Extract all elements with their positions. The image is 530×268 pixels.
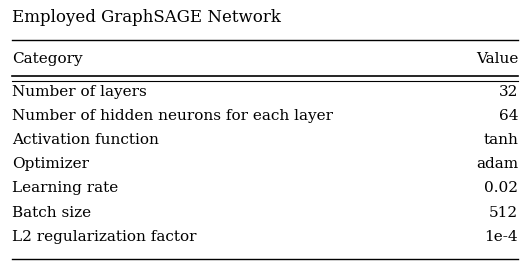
Text: Learning rate: Learning rate (12, 181, 118, 195)
Text: Employed GraphSAGE Network: Employed GraphSAGE Network (12, 9, 281, 26)
Text: tanh: tanh (483, 133, 518, 147)
Text: 32: 32 (499, 85, 518, 99)
Text: Number of hidden neurons for each layer: Number of hidden neurons for each layer (12, 109, 333, 123)
Text: Activation function: Activation function (12, 133, 159, 147)
Text: adam: adam (476, 157, 518, 171)
Text: Value: Value (476, 52, 518, 66)
Text: Number of layers: Number of layers (12, 85, 147, 99)
Text: Batch size: Batch size (12, 206, 91, 219)
Text: 0.02: 0.02 (484, 181, 518, 195)
Text: 512: 512 (489, 206, 518, 219)
Text: 64: 64 (499, 109, 518, 123)
Text: 1e-4: 1e-4 (484, 230, 518, 244)
Text: Optimizer: Optimizer (12, 157, 89, 171)
Text: L2 regularization factor: L2 regularization factor (12, 230, 197, 244)
Text: Category: Category (12, 52, 83, 66)
